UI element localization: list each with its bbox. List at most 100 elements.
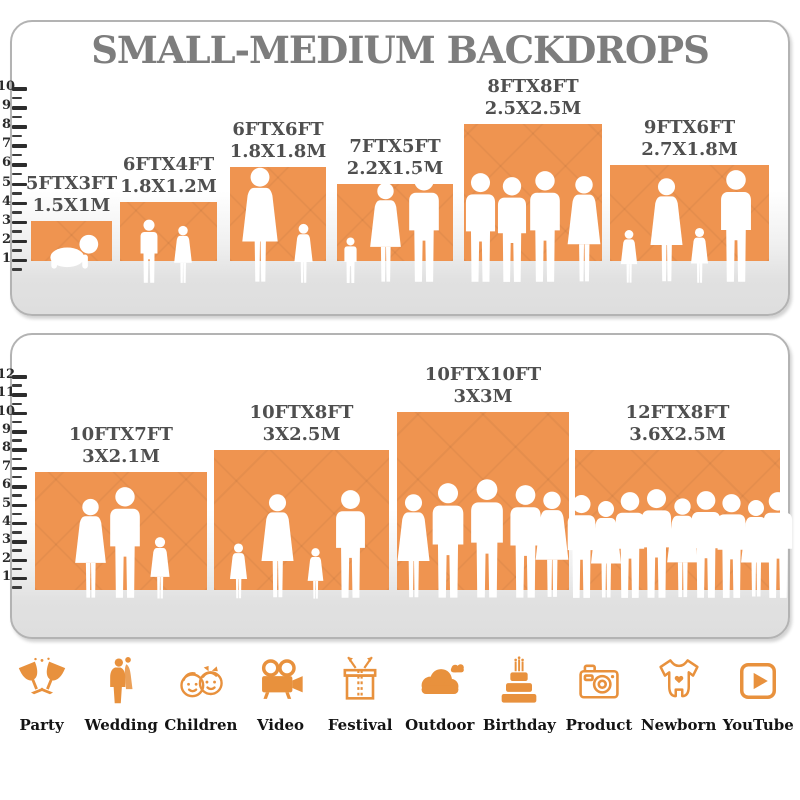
ruler-tick-minor: [12, 96, 22, 100]
size-m: 3.6X2.5M: [629, 424, 726, 445]
video-icon: [261, 659, 303, 699]
ruler-bottom: 12 11 10 9 8 7 6 5 4 3 2 1: [0, 335, 40, 637]
ruler-tick-major: [12, 558, 27, 563]
backdrop-10x8: 10FTX8FT 3X2.5M: [214, 335, 389, 637]
backdrop-size-label: 9FTX6FT 2.7X1.8M: [641, 117, 738, 161]
ruler-tick-label: 7: [1, 458, 11, 474]
category-label: Wedding: [84, 716, 158, 734]
size-ft: 10FTX10FT: [424, 364, 542, 385]
category-label: Birthday: [482, 716, 556, 734]
children-icon: [180, 665, 223, 698]
ruler-tick-minor: [12, 211, 22, 214]
backdrop-9x6: 9FTX6FT 2.7X1.8M: [610, 22, 769, 314]
category-label: Outdoor: [405, 716, 475, 734]
ruler-tick-minor: [12, 439, 22, 442]
category-video: Video: [243, 655, 319, 734]
backdrop-size-label: 10FTX7FT 3X2.1M: [69, 424, 173, 468]
ruler-tick-minor: [12, 172, 22, 176]
size-m: 2.5X2.5M: [484, 98, 582, 119]
size-m: 1.5X1M: [32, 195, 111, 216]
category-children: Children: [163, 655, 239, 734]
family-silhouettes: [620, 170, 751, 283]
category-product: Product: [561, 655, 637, 734]
newborn-icon: [658, 659, 699, 698]
ruler-tick-major: [12, 87, 27, 91]
backdrop-size-label: 6FTX6FT 1.8X1.8M: [230, 119, 327, 163]
ruler-tick-label: 6: [1, 477, 11, 493]
ruler-tick-major: [12, 125, 27, 129]
ruler-tick-minor: [12, 494, 22, 497]
birthday-icon: [502, 656, 537, 703]
size-ft: 7FTX5FT: [349, 136, 441, 157]
ruler-tick-label: 8: [1, 440, 11, 456]
group-silhouettes: [465, 171, 601, 282]
backdrop-7x5: 7FTX5FT 2.2X1.5M: [337, 22, 453, 314]
ruler-tick-minor: [12, 268, 22, 271]
size-m: 3X2.5M: [262, 424, 341, 445]
size-m: 3X2.1M: [82, 446, 160, 467]
ruler-tick-major: [12, 239, 27, 244]
ruler-tick-major: [12, 521, 27, 526]
youtube-icon: [740, 663, 777, 699]
size-m: 1.8X1.8M: [229, 141, 327, 162]
ruler-tick-major: [12, 448, 27, 452]
backdrop-size-label: 12FTX8FT 3.6X2.5M: [626, 402, 730, 446]
panel-small-medium: SMALL-MEDIUM BACKDROPS 10 9 8 7 6 5 4 3 2 1 5FTX3…: [0, 20, 790, 316]
size-ft: 10FTX7FT: [69, 424, 173, 445]
mother-child-silhouettes: [242, 167, 313, 283]
size-ft: 5FTX3FT: [25, 173, 118, 194]
ruler-tick-minor: [12, 531, 22, 534]
festival-icon: [343, 656, 377, 700]
ruler-tick-major: [12, 503, 27, 508]
outdoor-icon: [421, 664, 464, 694]
children-silhouettes: [140, 219, 192, 283]
ruler-tick-major: [12, 258, 27, 263]
category-outdoor: Outdoor: [402, 655, 478, 734]
ruler-tick-label: 4: [1, 513, 11, 529]
baby-silhouette: [50, 234, 99, 269]
product-icon: [579, 664, 619, 699]
backdrop-10x10: 10FTX10FT 3X3M: [397, 335, 569, 637]
category-festival: Festival: [322, 655, 398, 734]
ruler-tick-label: 3: [1, 532, 11, 548]
backdrop-size-label: 10FTX8FT 3X2.5M: [250, 402, 354, 446]
ruler-tick-label: 8: [1, 117, 11, 133]
ruler-tick-label: 1: [1, 250, 11, 266]
ruler-tick-major: [12, 375, 27, 379]
backdrop-6x4: 6FTX4FT 1.8X1.2M: [120, 22, 217, 314]
group-silhouettes: [397, 479, 569, 598]
ruler-tick-label: 12: [0, 367, 16, 382]
category-newborn: Newborn: [641, 655, 717, 734]
ruler-tick-label: 4: [1, 193, 11, 209]
ruler-tick-major: [12, 220, 27, 225]
ruler-tick-major: [12, 540, 27, 544]
ruler-top: 10 9 8 7 6 5 4 3 2 1: [0, 22, 40, 314]
category-label: Product: [565, 716, 633, 734]
page-title: SMALL-MEDIUM BACKDROPS: [91, 28, 710, 72]
ruler-tick-minor: [12, 402, 22, 406]
backdrop-6x6: 6FTX6FT 1.8X1.8M: [230, 22, 326, 314]
ruler-tick-major: [12, 576, 27, 581]
ruler-tick-label: 1: [1, 568, 11, 584]
ruler-tick-minor: [12, 134, 22, 138]
ruler-tick-minor: [12, 420, 22, 424]
party-icon: [18, 657, 65, 695]
category-label: Newborn: [640, 716, 717, 734]
ruler-tick-major: [12, 163, 27, 167]
ruler-tick-major: [12, 182, 27, 186]
family-silhouettes: [229, 490, 365, 599]
size-ft: 9FTX6FT: [643, 117, 736, 138]
category-label: Video: [256, 716, 305, 734]
category-wedding: Wedding: [83, 655, 159, 734]
size-m: 2.7X1.8M: [641, 139, 738, 160]
size-ft: 6FTX6FT: [232, 119, 324, 140]
backdrop-size-label: 6FTX4FT 1.8X1.2M: [120, 154, 217, 198]
ruler-tick-label: 5: [1, 495, 11, 511]
category-label: Party: [19, 716, 64, 734]
ruler-tick-major: [12, 393, 27, 397]
panel-large: 12 11 10 9 8 7 6 5 4 3 2 1 10FTX7FT 3X2.1M 10FTX8FT…: [0, 333, 793, 639]
ruler-tick-minor: [12, 153, 22, 157]
ruler-tick-label: 2: [1, 550, 11, 566]
ruler-tick-label: 10: [0, 79, 16, 94]
